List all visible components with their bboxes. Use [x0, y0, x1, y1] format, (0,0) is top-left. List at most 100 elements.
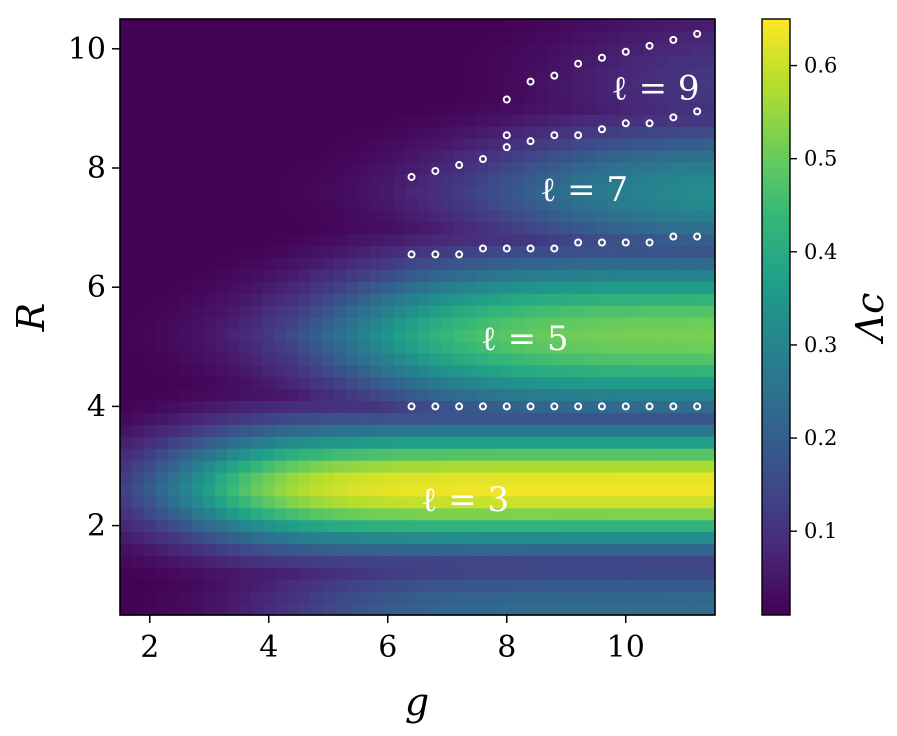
- heatmap-cell: [572, 567, 585, 580]
- heatmap-cell: [477, 448, 490, 461]
- heatmap-cell: [477, 185, 490, 199]
- heatmap-cell: [477, 317, 490, 330]
- heatmap-cell: [120, 531, 133, 545]
- heatmap-cell: [215, 543, 228, 556]
- heatmap-cell: [298, 30, 311, 44]
- heatmap-cell: [155, 519, 169, 533]
- heatmap-cell: [655, 269, 668, 282]
- heatmap-cell: [500, 507, 514, 521]
- heatmap-cell: [584, 30, 597, 44]
- heatmap-cell: [465, 471, 478, 485]
- heatmap-cell: [131, 138, 145, 151]
- heatmap-cell: [631, 233, 645, 247]
- heatmap-cell: [203, 471, 216, 485]
- heatmap-cell: [548, 19, 561, 32]
- heatmap-cell: [453, 591, 466, 604]
- heatmap-cell: [274, 507, 288, 521]
- heatmap-cell: [405, 233, 419, 247]
- heatmap-cell: [536, 245, 549, 258]
- heatmap-cell: [227, 603, 240, 616]
- heatmap-cell: [643, 555, 657, 568]
- heatmap-cell: [310, 150, 323, 163]
- heatmap-cell: [584, 257, 597, 270]
- heatmap-cell: [346, 66, 359, 80]
- heatmap-cell: [631, 531, 645, 545]
- heatmap-cell: [607, 114, 621, 127]
- heatmap-cell: [120, 54, 133, 68]
- heatmap-cell: [167, 269, 181, 282]
- heatmap-cell: [465, 507, 478, 521]
- heatmap-cell: [405, 102, 419, 115]
- heatmap-cell: [691, 245, 704, 258]
- heatmap-cell: [250, 257, 264, 270]
- heatmap-cell: [262, 185, 276, 199]
- heatmap-cell: [310, 257, 323, 270]
- heatmap-cell: [381, 54, 395, 68]
- heatmap-cell: [500, 519, 514, 533]
- heatmap-cell: [643, 495, 657, 509]
- heatmap-cell: [120, 579, 133, 592]
- heatmap-cell: [346, 221, 359, 235]
- heatmap-cell: [286, 328, 300, 342]
- heatmap-cell: [429, 483, 442, 497]
- heatmap-cell: [536, 185, 549, 199]
- heatmap-cell: [131, 555, 145, 568]
- heatmap-cell: [453, 30, 466, 44]
- heatmap-cell: [310, 603, 323, 616]
- heatmap-cell: [393, 603, 407, 616]
- heatmap-cell: [548, 305, 561, 318]
- heatmap-cell: [631, 66, 645, 80]
- heatmap-cell: [405, 460, 419, 473]
- heatmap-cell: [643, 150, 657, 163]
- heatmap-cell: [405, 42, 419, 56]
- heatmap-cell: [155, 42, 169, 56]
- heatmap-cell: [131, 507, 145, 521]
- heatmap-cell: [346, 400, 359, 413]
- heatmap-cell: [358, 162, 371, 175]
- heatmap-cell: [655, 162, 668, 175]
- heatmap-cell: [143, 400, 157, 413]
- x-tick-label: 4: [259, 630, 278, 665]
- heatmap-cell: [679, 233, 692, 247]
- heatmap-cell: [703, 257, 716, 270]
- heatmap-cell: [465, 567, 478, 580]
- heatmap-cell: [381, 173, 395, 187]
- heatmap-cell: [131, 30, 145, 44]
- heatmap-cell: [560, 19, 573, 32]
- heatmap-cell: [167, 507, 181, 521]
- colorbar-tick-label: 0.5: [804, 147, 837, 171]
- heatmap-cell: [381, 233, 395, 247]
- heatmap-cell: [381, 519, 395, 533]
- heatmap-cell: [167, 305, 181, 318]
- heatmap-cell: [286, 126, 300, 139]
- heatmap-cell: [215, 591, 228, 604]
- heatmap-cell: [488, 328, 502, 342]
- heatmap-cell: [227, 102, 240, 115]
- heatmap-cell: [346, 483, 359, 497]
- heatmap-cell: [417, 221, 430, 235]
- heatmap-cell: [691, 591, 704, 604]
- heatmap-cell: [465, 519, 478, 533]
- heatmap-cell: [417, 209, 430, 223]
- heatmap-cell: [298, 126, 311, 139]
- heatmap-cell: [215, 185, 228, 199]
- heatmap-cell: [120, 42, 133, 56]
- heatmap-cell: [120, 102, 133, 115]
- heatmap-cell: [548, 567, 561, 580]
- heatmap-cell: [655, 412, 668, 425]
- heatmap-cell: [655, 197, 668, 211]
- heatmap-cell: [500, 173, 514, 187]
- heatmap-cell: [703, 54, 716, 68]
- heatmap-cell: [441, 340, 454, 354]
- heatmap-cell: [274, 471, 288, 485]
- heatmap-cell: [524, 436, 538, 449]
- heatmap-cell: [500, 78, 514, 92]
- heatmap-cell: [584, 126, 597, 139]
- heatmap-cell: [191, 281, 204, 294]
- heatmap-cell: [679, 328, 692, 342]
- heatmap-cell: [322, 126, 335, 139]
- heatmap-cell: [429, 460, 442, 473]
- heatmap-cell: [536, 424, 549, 437]
- heatmap-cell: [417, 245, 430, 258]
- heatmap-cell: [655, 138, 668, 151]
